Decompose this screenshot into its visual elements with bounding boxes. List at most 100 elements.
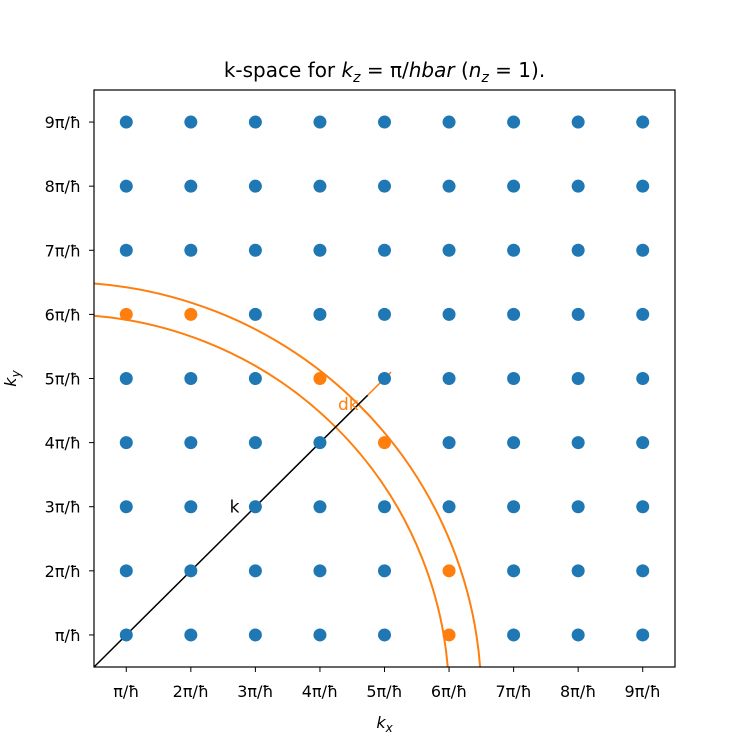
lattice-point [119, 115, 133, 129]
x-tick-label: 7π/ħ [495, 682, 531, 701]
lattice-point [507, 179, 521, 193]
chart-title: k-space for kz = π/hbar (nz = 1). [224, 58, 545, 86]
lattice-point [507, 436, 521, 450]
lattice-point [636, 115, 650, 129]
k-vector-line [94, 394, 369, 667]
lattice-point [313, 243, 327, 257]
lattice-point [571, 500, 585, 514]
lattice-point [636, 372, 650, 385]
y-axis: π/ħ 2π/ħ 3π/ħ 4π/ħ 5π/ħ 6π/ħ 7π/ħ 8π/ħ 9π/ħ [45, 113, 94, 645]
lattice-point [571, 564, 585, 578]
lattice-point [378, 564, 391, 578]
lattice-point [313, 115, 327, 129]
x-tick-label: 5π/ħ [366, 682, 402, 701]
highlighted-point [442, 628, 456, 642]
lattice-point [248, 372, 262, 385]
lattice-point [442, 500, 456, 514]
lattice-point [636, 179, 650, 193]
lattice-point [507, 372, 521, 385]
lattice-point [313, 500, 327, 514]
lattice-point [636, 243, 650, 257]
lattice-point [119, 372, 133, 385]
lattice-point [442, 179, 456, 193]
lattice-point [248, 243, 262, 257]
lattice-point [248, 307, 262, 321]
lattice-point [442, 372, 456, 385]
lattice-point [507, 564, 521, 578]
lattice-point [507, 500, 521, 514]
x-tick-label: 4π/ħ [302, 682, 338, 701]
x-tick-label: 3π/ħ [237, 682, 273, 701]
lattice-point [248, 115, 262, 129]
lattice-point [313, 564, 327, 578]
lattice-point [636, 564, 650, 578]
lattice-point [184, 436, 198, 450]
lattice-point [378, 179, 391, 193]
lattice-point [184, 115, 198, 129]
lattice-point [248, 628, 262, 642]
lattice-point [378, 500, 391, 514]
lattice-point [184, 179, 198, 193]
lattice-point [119, 628, 133, 642]
k-vector-label: k [230, 498, 240, 518]
lattice-point [571, 115, 585, 129]
lattice-point [636, 500, 650, 514]
lattice-point [571, 436, 585, 450]
lattice-point [378, 243, 391, 257]
x-tick-label: 9π/ħ [625, 682, 661, 701]
lattice-point [636, 307, 650, 321]
lattice-point [636, 628, 650, 642]
y-tick-label: 7π/ħ [45, 241, 81, 260]
x-axis-label: kx [376, 713, 393, 735]
lattice-point [442, 436, 456, 450]
lattice-point [507, 628, 521, 642]
highlighted-point [313, 372, 327, 385]
lattice-point [119, 500, 133, 514]
lattice-point [119, 564, 133, 578]
lattice-point [184, 500, 198, 514]
lattice-point [248, 179, 262, 193]
y-tick-label: 3π/ħ [45, 498, 81, 517]
y-tick-label: 5π/ħ [45, 370, 81, 389]
lattice-point [507, 115, 521, 129]
y-tick-label: 4π/ħ [45, 434, 81, 453]
lattice-point [119, 243, 133, 257]
lattice-point [378, 115, 391, 129]
x-tick-label: 2π/ħ [173, 682, 209, 701]
lattice-point [442, 243, 456, 257]
dk-label: dk [338, 395, 359, 415]
x-axis: π/ħ 2π/ħ 3π/ħ 4π/ħ 5π/ħ 6π/ħ 7π/ħ 8π/ħ 9π/ħ [113, 667, 661, 701]
lattice-point [184, 628, 198, 642]
lattice-point [507, 307, 521, 321]
lattice-point [378, 372, 391, 385]
x-tick-label: 6π/ħ [431, 682, 467, 701]
highlighted-point [378, 436, 391, 450]
highlighted-point [119, 307, 133, 321]
y-tick-label: 6π/ħ [45, 305, 81, 324]
lattice-point [571, 372, 585, 385]
lattice-point [248, 564, 262, 578]
lattice-point [378, 628, 391, 642]
lattice-point [248, 500, 262, 514]
highlighted-point [184, 307, 198, 321]
y-tick-label: 2π/ħ [45, 562, 81, 581]
lattice-point [442, 115, 456, 129]
x-tick-label: π/ħ [113, 682, 139, 701]
lattice-point [507, 243, 521, 257]
lattice-point [571, 179, 585, 193]
y-tick-label: 8π/ħ [45, 177, 81, 196]
y-tick-label: 9π/ħ [45, 113, 81, 132]
x-tick-label: 8π/ħ [560, 682, 596, 701]
lattice-point [636, 436, 650, 450]
y-tick-label: π/ħ [55, 626, 81, 645]
lattice-point [571, 243, 585, 257]
highlighted-point [442, 564, 456, 578]
plot-area: k dk [94, 115, 650, 667]
lattice-point [313, 436, 327, 450]
lattice-point [184, 243, 198, 257]
lattice-point [248, 436, 262, 450]
lattice-point [119, 436, 133, 450]
y-axis-label: ky [1, 369, 23, 386]
lattice-point [313, 307, 327, 321]
lattice-point [119, 179, 133, 193]
